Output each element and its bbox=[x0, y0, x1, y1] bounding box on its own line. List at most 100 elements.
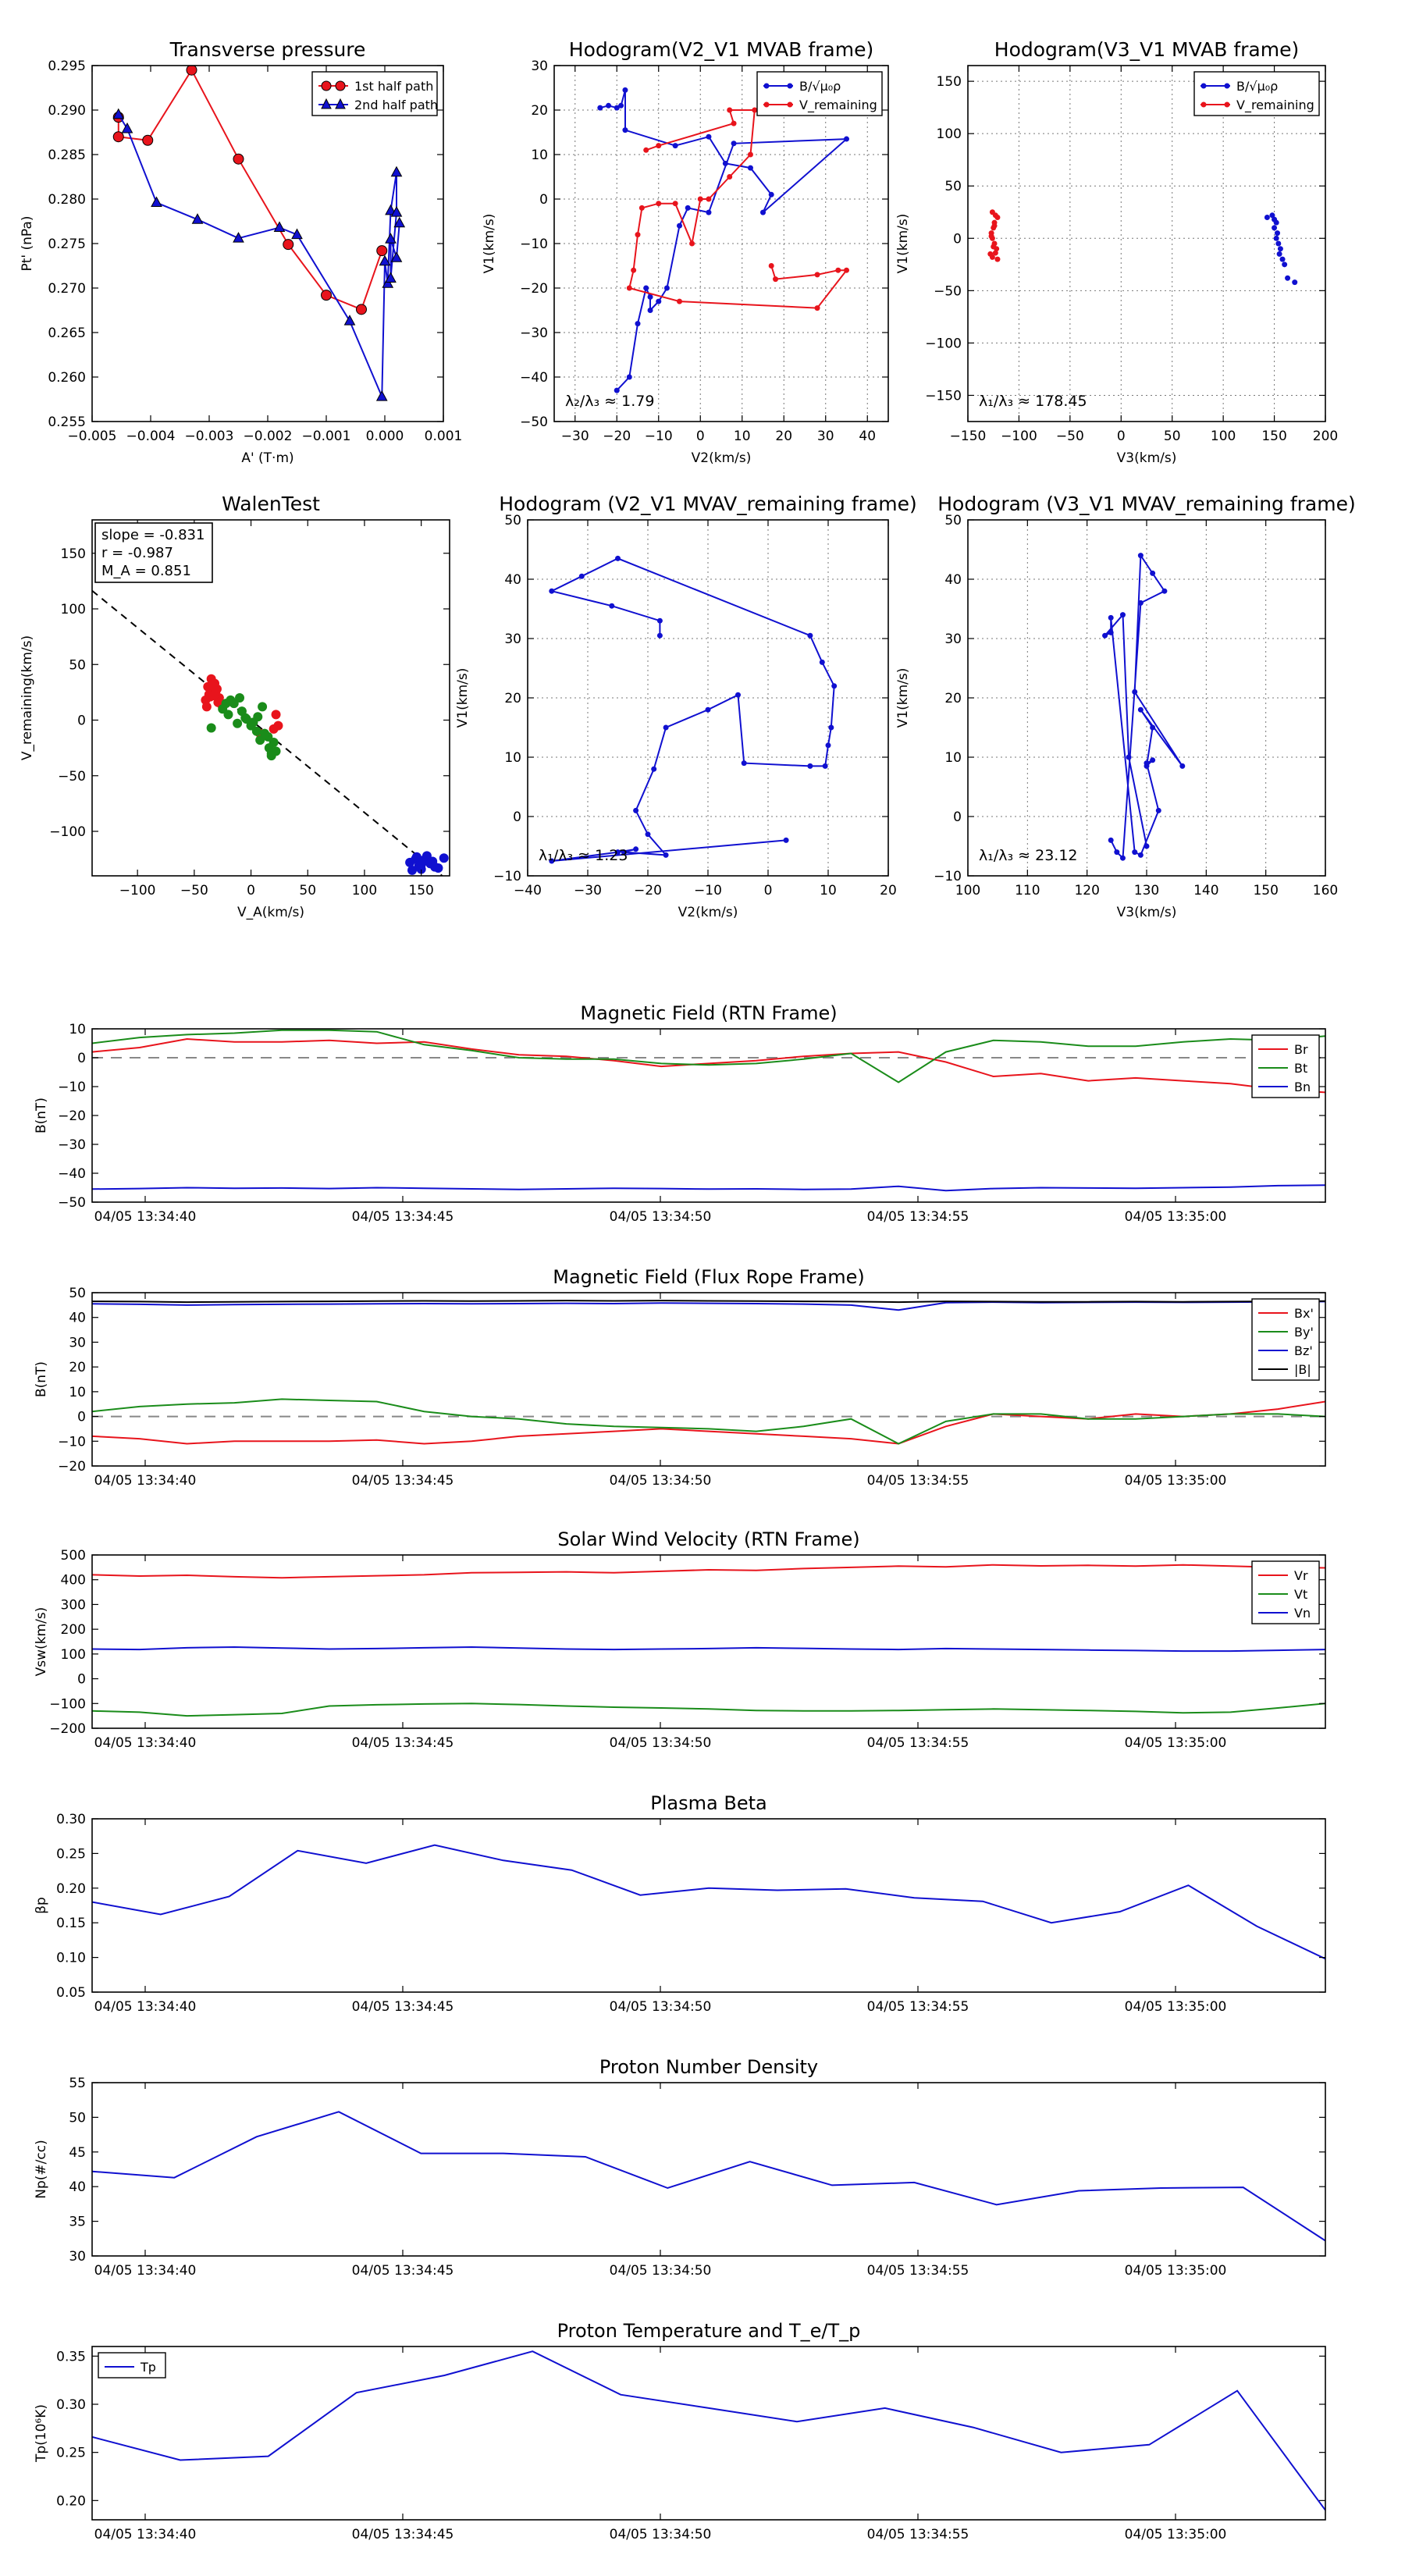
x-tick-label: −50 bbox=[180, 883, 208, 898]
x-tick-label: 0.001 bbox=[425, 429, 463, 444]
data-layer bbox=[1102, 553, 1186, 861]
y-axis-label: B(nT) bbox=[34, 1361, 49, 1397]
chart-title: Solar Wind Velocity (RTN Frame) bbox=[557, 1528, 859, 1550]
y-tick-label: −10 bbox=[934, 869, 962, 884]
y-tick-label: 100 bbox=[937, 126, 962, 142]
panel-t3: −200 −100 0 100 200 300 400 500 04/05 13:34:40 04… bbox=[34, 1528, 1326, 1751]
axes-frame bbox=[91, 1028, 1326, 1203]
data-point bbox=[635, 321, 641, 327]
data-point bbox=[1161, 588, 1168, 594]
stats-line: M_A = 0.851 bbox=[101, 563, 191, 579]
x-axis-label: V_A(km/s) bbox=[237, 905, 304, 920]
data-point bbox=[251, 726, 261, 736]
legend-marker bbox=[335, 98, 346, 109]
data-layer bbox=[92, 1300, 1325, 1445]
legend-marker bbox=[1224, 101, 1230, 108]
y-tick-label: 10 bbox=[504, 750, 521, 766]
y-tick-label: 0.20 bbox=[56, 1881, 86, 1897]
chart-title: Transverse pressure bbox=[169, 38, 366, 61]
y-tick-label: 30 bbox=[944, 632, 962, 647]
x-tick-label: −0.002 bbox=[244, 429, 293, 444]
data-point bbox=[807, 632, 813, 639]
data-point bbox=[609, 603, 615, 609]
y-tick-label: 0.30 bbox=[56, 2397, 86, 2413]
y-tick-label: 200 bbox=[61, 1622, 86, 1638]
series-line-beta bbox=[92, 1844, 1325, 1960]
x-tick-label: 04/05 13:34:45 bbox=[352, 1473, 454, 1489]
legend: Br Bt Bn bbox=[1251, 1034, 1320, 1098]
data-point bbox=[647, 308, 653, 313]
x-tick-label: −0.001 bbox=[302, 429, 351, 444]
legend: 1st half path 2nd half path bbox=[311, 71, 438, 116]
x-tick-label: 120 bbox=[1074, 883, 1099, 898]
panel-t5: 30 35 40 45 50 55 04/05 13:34:40 04/05 13:34:45… bbox=[34, 2056, 1326, 2279]
data-point bbox=[760, 209, 766, 215]
x-tick-label: 04/05 13:34:40 bbox=[94, 2263, 197, 2279]
data-point bbox=[1132, 849, 1138, 856]
data-point bbox=[807, 763, 813, 769]
x-tick-label: 100 bbox=[955, 883, 980, 898]
legend-label: |B| bbox=[1294, 1362, 1311, 1377]
y-tick-label: −100 bbox=[49, 824, 86, 840]
x-axis-label: A' (T·m) bbox=[241, 450, 293, 466]
data-point bbox=[622, 127, 628, 133]
x-tick-label: 0 bbox=[1117, 429, 1126, 444]
data-point bbox=[643, 147, 649, 153]
data-point bbox=[390, 251, 403, 262]
data-point bbox=[656, 201, 662, 207]
y-tick-label: 50 bbox=[944, 513, 962, 528]
data-point bbox=[1277, 246, 1283, 252]
data-point bbox=[615, 849, 621, 856]
legend-label: Bn bbox=[1294, 1080, 1311, 1094]
panel-p3: −150 −100 −50 0 50 100 150 −150 −100 −50 0 50 100 150… bbox=[895, 38, 1338, 466]
data-point bbox=[1137, 852, 1144, 858]
series-line-|B| bbox=[92, 1300, 1325, 1304]
axes-frame bbox=[91, 2346, 1326, 2521]
data-point bbox=[1273, 219, 1279, 226]
panel-t1: −50 −40 −30 −20 −10 0 10 04/05 13:34:40 04/05 13… bbox=[34, 1002, 1326, 1225]
data-point bbox=[706, 196, 712, 202]
x-tick-label: 160 bbox=[1313, 883, 1338, 898]
data-point bbox=[376, 245, 388, 257]
legend-label: Tp bbox=[140, 2360, 156, 2375]
x-tick-label: −0.003 bbox=[185, 429, 234, 444]
legend: Bx' By' Bz' |B| bbox=[1251, 1298, 1320, 1381]
data-point bbox=[731, 120, 737, 126]
data-point bbox=[656, 143, 662, 149]
x-tick-label: 04/05 13:35:00 bbox=[1125, 2263, 1227, 2279]
x-tick-label: 10 bbox=[820, 883, 837, 898]
x-tick-label: 0 bbox=[696, 429, 705, 444]
legend-label: Vn bbox=[1294, 1606, 1311, 1621]
data-point bbox=[223, 710, 233, 720]
x-tick-label: −10 bbox=[645, 429, 673, 444]
panel-p6: −10 0 10 20 30 40 50 100 110 120 130 140 150 160 V3(km… bbox=[895, 493, 1356, 920]
data-point bbox=[633, 807, 639, 813]
data-layer bbox=[597, 87, 849, 393]
eigen-ratio-annotation: λ₂/λ₃ ≈ 1.79 bbox=[565, 393, 654, 410]
data-point bbox=[1275, 240, 1282, 247]
data-point bbox=[994, 214, 1001, 220]
data-point bbox=[1155, 807, 1161, 813]
data-point bbox=[994, 256, 1001, 262]
data-point bbox=[1279, 256, 1286, 262]
data-point bbox=[768, 263, 774, 269]
data-point bbox=[233, 718, 243, 728]
y-tick-label: −10 bbox=[58, 1080, 86, 1095]
y-tick-label: −10 bbox=[520, 237, 548, 252]
y-tick-label: 30 bbox=[69, 1335, 86, 1350]
data-point bbox=[206, 723, 216, 733]
legend-label: Bt bbox=[1294, 1061, 1307, 1076]
x-tick-label: 110 bbox=[1015, 883, 1040, 898]
data-point bbox=[1132, 688, 1138, 695]
x-tick-label: 0 bbox=[764, 883, 773, 898]
x-tick-label: 04/05 13:34:55 bbox=[867, 2527, 969, 2542]
y-tick-label: 0.30 bbox=[56, 1812, 86, 1827]
y-tick-label: 0.280 bbox=[48, 192, 86, 208]
y-tick-label: 50 bbox=[944, 179, 962, 194]
data-point bbox=[1273, 235, 1279, 241]
data-point bbox=[549, 858, 555, 864]
x-tick-label: 100 bbox=[352, 883, 377, 898]
y-tick-label: 100 bbox=[61, 1647, 86, 1663]
y-tick-label: 50 bbox=[504, 513, 521, 528]
